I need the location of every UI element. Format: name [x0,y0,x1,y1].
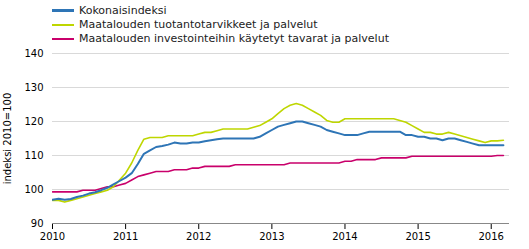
svg-text:indeksi 2010=100: indeksi 2010=100 [2,93,13,185]
html-text:Maatalouden tuotantotarvikkeet: Maatalouden tuotantotarvikkeet ja palvel… [79,18,318,31]
svg-text:110: 110 [24,150,43,161]
svg-text:130: 130 [24,82,43,93]
svg-text:140: 140 [24,48,43,59]
svg-text:2013: 2013 [259,231,284,242]
svg-text:2014: 2014 [332,231,357,242]
svg-text:100: 100 [24,184,43,195]
svg-text:2015: 2015 [405,231,430,242]
html-text:Kokonaisindeksi: Kokonaisindeksi [79,4,167,17]
html-text:Maatalouden investointeihin kä: Maatalouden investointeihin käytetyt tav… [79,32,389,45]
svg-text:2010: 2010 [40,231,65,242]
svg-text:120: 120 [24,116,43,127]
svg-text:2012: 2012 [186,231,211,242]
svg-text:2016: 2016 [478,231,503,242]
svg-text:90: 90 [31,218,44,229]
svg-text:2011: 2011 [113,231,138,242]
